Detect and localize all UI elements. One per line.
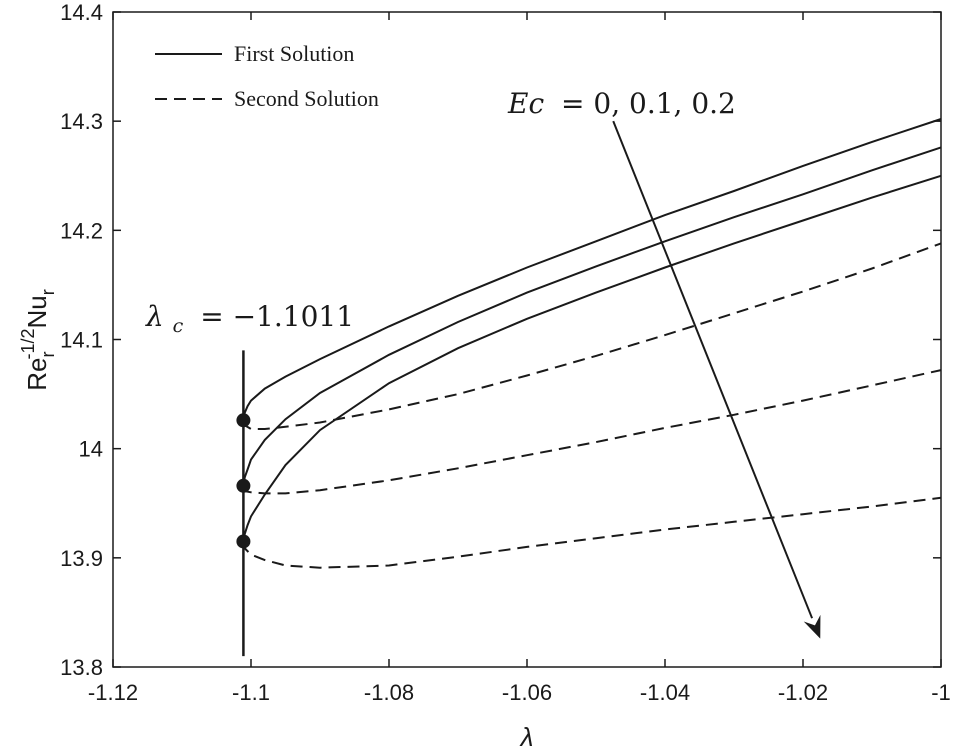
lambda-c-symbol: λ	[145, 300, 164, 333]
lambda-c-value: = −1.1011	[200, 300, 354, 333]
critical-point-2	[236, 478, 251, 493]
series-line-5	[242, 174, 942, 542]
marks-group	[236, 120, 821, 657]
ticks-group: -1.12 -1.1 -1.08 -1.06 -1.04 -1.02 -1 13.8 13.9 1…	[60, 0, 951, 705]
series-line-2	[242, 242, 942, 430]
legend: First Solution Second Solution	[155, 41, 379, 111]
series-line-6	[242, 496, 942, 569]
series-line-1	[242, 118, 942, 421]
y-label-re-sub: r	[38, 352, 58, 358]
series-line-3	[242, 146, 942, 486]
ec-annotation: Ec = 0, 0.1, 0.2	[507, 87, 736, 120]
legend-label-second: Second Solution	[234, 86, 379, 111]
critical-point-1	[236, 413, 251, 428]
y-tick-label: 13.9	[60, 546, 103, 571]
series-line-4	[242, 369, 942, 495]
ec-arrow-shaft	[612, 120, 814, 619]
legend-label-first: First Solution	[234, 41, 354, 66]
y-tick-label: 14.1	[60, 328, 103, 353]
y-label-re-sup: -1/2	[18, 328, 38, 359]
x-axis-label: λ	[519, 722, 534, 751]
x-tick-label: -1.08	[364, 680, 414, 705]
y-label-nu: Nu	[22, 295, 52, 328]
y-label-nu-sub: r	[38, 289, 58, 295]
x-tick-label: -1.04	[640, 680, 690, 705]
y-tick-label: 14.2	[60, 218, 103, 243]
critical-point-3	[236, 534, 251, 549]
x-tick-label: -1.06	[502, 680, 552, 705]
ec-annotation-values: = 0, 0.1, 0.2	[561, 87, 736, 120]
x-tick-label: -1.1	[232, 680, 270, 705]
series-group	[242, 118, 942, 569]
y-tick-label: 14	[79, 437, 103, 462]
y-tick-label: 13.8	[60, 655, 103, 680]
ec-arrow-head	[803, 614, 821, 639]
x-tick-label: -1.12	[88, 680, 138, 705]
lambda-c-annotation: λ c = −1.1011	[145, 300, 354, 339]
ec-annotation-symbol: Ec	[507, 87, 544, 120]
y-axis-label: Rer-1/2Nur	[18, 289, 58, 391]
y-label-re: Re	[22, 358, 52, 391]
lambda-c-subscript: c	[173, 315, 184, 337]
y-tick-label: 14.3	[60, 109, 103, 134]
y-tick-label: 14.4	[60, 0, 103, 25]
x-tick-label: -1.02	[778, 680, 828, 705]
x-tick-label: -1	[931, 680, 951, 705]
